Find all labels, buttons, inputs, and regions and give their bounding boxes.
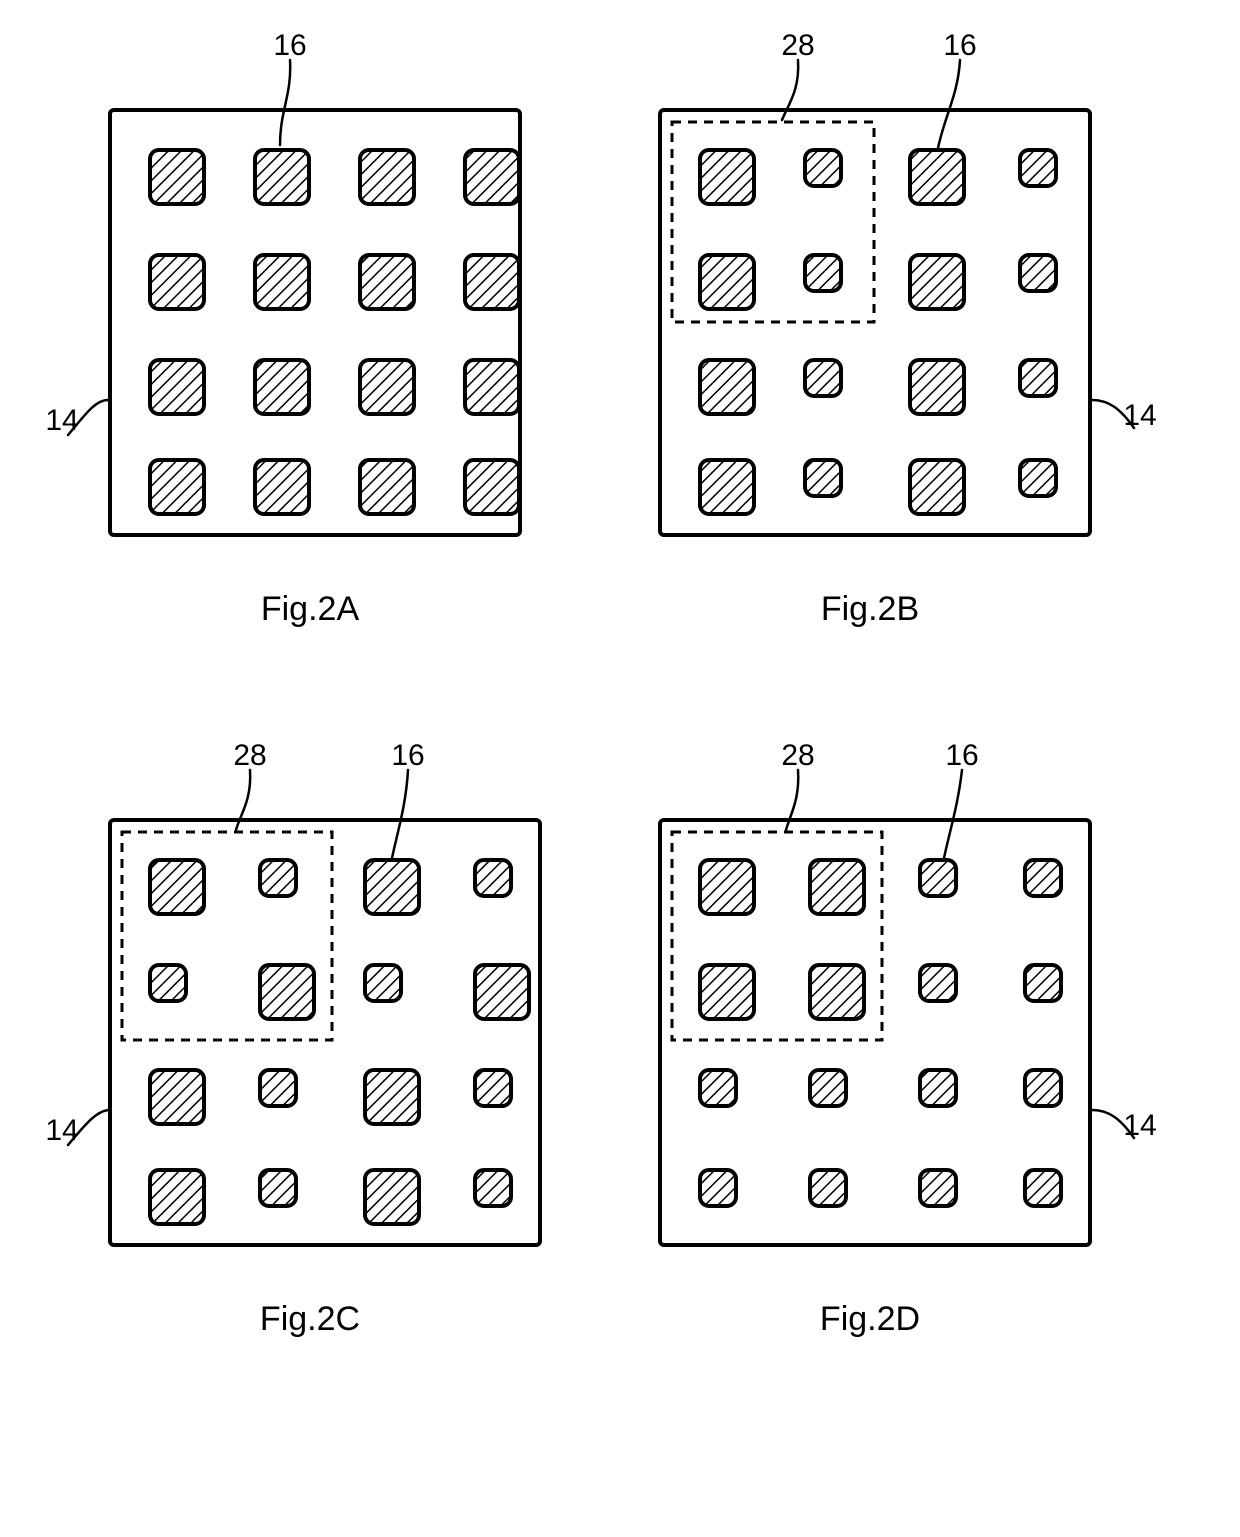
ref-label: 14 bbox=[45, 1114, 78, 1147]
cell bbox=[1020, 460, 1056, 496]
cell bbox=[260, 965, 314, 1019]
cell bbox=[1025, 860, 1061, 896]
cell bbox=[920, 1070, 956, 1106]
cell bbox=[805, 255, 841, 291]
cell bbox=[465, 150, 519, 204]
cell bbox=[805, 360, 841, 396]
figure-caption: Fig.2C bbox=[260, 1300, 360, 1338]
cell bbox=[1025, 1170, 1061, 1206]
ref-label: 28 bbox=[233, 739, 266, 772]
cell bbox=[810, 1070, 846, 1106]
figure-caption: Fig.2D bbox=[820, 1300, 920, 1338]
cell bbox=[910, 150, 964, 204]
cell bbox=[365, 1070, 419, 1124]
figure-caption: Fig.2A bbox=[261, 590, 360, 628]
cell bbox=[465, 460, 519, 514]
cell bbox=[910, 460, 964, 514]
cell bbox=[920, 860, 956, 896]
figure-caption: Fig.2B bbox=[821, 590, 919, 628]
cell bbox=[255, 460, 309, 514]
cell bbox=[1020, 360, 1056, 396]
cell bbox=[150, 1070, 204, 1124]
cell bbox=[700, 360, 754, 414]
cell bbox=[150, 150, 204, 204]
ref-label: 16 bbox=[945, 739, 978, 772]
cell bbox=[150, 360, 204, 414]
ref-label: 28 bbox=[781, 29, 814, 62]
cell bbox=[700, 965, 754, 1019]
cell bbox=[1025, 965, 1061, 1001]
cell bbox=[150, 860, 204, 914]
cell bbox=[475, 860, 511, 896]
ref-label: 14 bbox=[45, 404, 78, 437]
cell bbox=[360, 255, 414, 309]
cell bbox=[920, 1170, 956, 1206]
cell bbox=[700, 1070, 736, 1106]
cell bbox=[1020, 255, 1056, 291]
ref-label: 14 bbox=[1123, 1109, 1156, 1142]
cell bbox=[475, 1070, 511, 1106]
cell bbox=[475, 1170, 511, 1206]
cell bbox=[150, 965, 186, 1001]
cell bbox=[810, 860, 864, 914]
cell bbox=[920, 965, 956, 1001]
cell bbox=[360, 360, 414, 414]
cell bbox=[910, 360, 964, 414]
cell bbox=[810, 1170, 846, 1206]
cell bbox=[805, 460, 841, 496]
cell bbox=[260, 1070, 296, 1106]
cell bbox=[365, 965, 401, 1001]
cell bbox=[810, 965, 864, 1019]
ref-label: 14 bbox=[1123, 399, 1156, 432]
cell bbox=[700, 255, 754, 309]
cell bbox=[360, 150, 414, 204]
cell bbox=[805, 150, 841, 186]
ref-label: 16 bbox=[391, 739, 424, 772]
cell bbox=[700, 150, 754, 204]
ref-label: 16 bbox=[943, 29, 976, 62]
cell bbox=[260, 860, 296, 896]
cell bbox=[150, 255, 204, 309]
ref-label: 28 bbox=[781, 739, 814, 772]
cell bbox=[465, 255, 519, 309]
cell bbox=[1025, 1070, 1061, 1106]
cell bbox=[365, 1170, 419, 1224]
ref-label: 16 bbox=[273, 29, 306, 62]
cell bbox=[360, 460, 414, 514]
cell bbox=[260, 1170, 296, 1206]
cell bbox=[700, 860, 754, 914]
cell bbox=[1020, 150, 1056, 186]
cell bbox=[465, 360, 519, 414]
cell bbox=[475, 965, 529, 1019]
cell bbox=[150, 460, 204, 514]
cell bbox=[700, 460, 754, 514]
cell bbox=[910, 255, 964, 309]
cell bbox=[365, 860, 419, 914]
cell bbox=[255, 150, 309, 204]
cell bbox=[255, 255, 309, 309]
cell bbox=[700, 1170, 736, 1206]
cell bbox=[255, 360, 309, 414]
cell bbox=[150, 1170, 204, 1224]
